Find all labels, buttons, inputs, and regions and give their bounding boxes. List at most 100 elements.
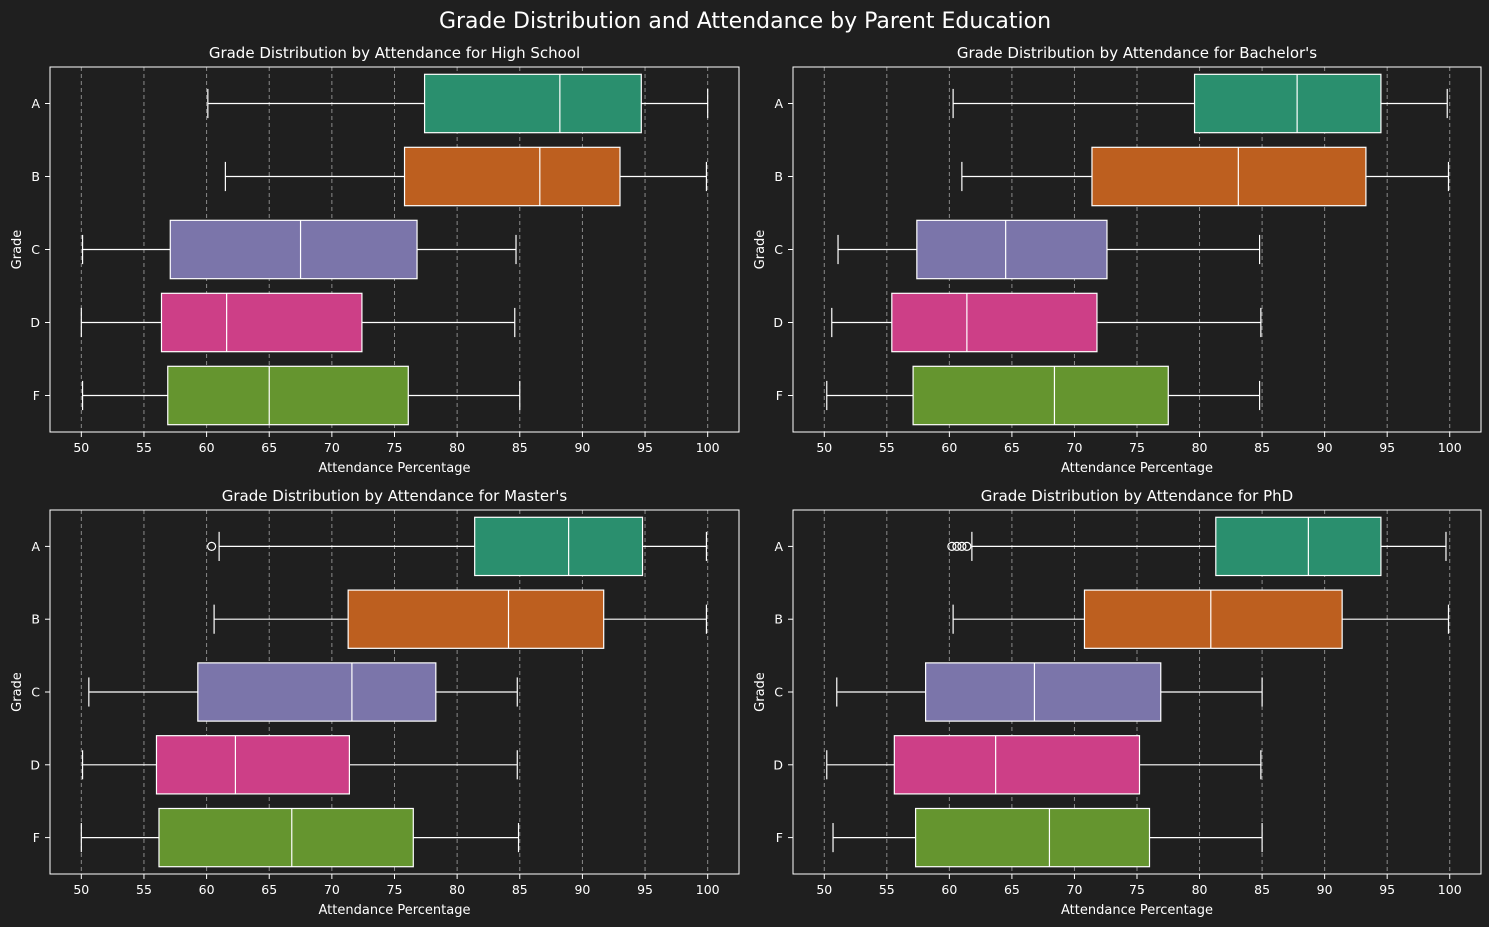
- y-tick-label: A: [31, 96, 40, 111]
- subplot-3: 50 55 60 65 70 75 80 85 90 95 100 A B C D F Grade Distri…: [10, 487, 740, 918]
- box-A: [207, 516, 708, 577]
- iqr-box: [924, 662, 1162, 722]
- iqr-box: [197, 662, 437, 722]
- box-C: [88, 662, 518, 722]
- x-axis-label: Attendance Percentage: [319, 461, 471, 476]
- subplot-1: 50 55 60 65 70 75 80 85 90 95 100 A B C D F Grade Distri…: [10, 44, 740, 476]
- x-tick-label: 100: [696, 440, 720, 455]
- x-tick-label: 55: [879, 440, 895, 455]
- y-tick-label: F: [776, 830, 783, 845]
- x-tick-label: 85: [1254, 882, 1270, 897]
- y-tick-label: F: [33, 388, 40, 403]
- iqr-box: [155, 735, 351, 795]
- x-tick-label: 55: [136, 882, 152, 897]
- x-tick-label: 70: [1067, 440, 1083, 455]
- x-tick-label: 65: [261, 882, 277, 897]
- iqr-box: [1091, 146, 1367, 207]
- box-F: [81, 365, 521, 426]
- y-tick-label: B: [774, 612, 783, 627]
- iqr-box: [347, 589, 605, 649]
- y-tick-label: A: [774, 96, 783, 111]
- iqr-box: [916, 219, 1108, 280]
- x-tick-label: 70: [1067, 882, 1083, 897]
- subplot-2: 50 55 60 65 70 75 80 85 90 95 100 A B C D F Grade Distri…: [753, 44, 1482, 476]
- x-axis-label: Attendance Percentage: [1061, 461, 1213, 476]
- figure-title: Grade Distribution and Attendance by Par…: [439, 9, 1051, 34]
- iqr-box: [912, 365, 1169, 426]
- x-tick-label: 55: [879, 882, 895, 897]
- y-tick-label: D: [30, 315, 40, 330]
- x-tick-label: 80: [449, 882, 465, 897]
- iqr-box: [423, 73, 642, 134]
- x-tick-label: 50: [816, 440, 832, 455]
- x-tick-label: 95: [1379, 440, 1395, 455]
- x-tick-label: 100: [696, 882, 720, 897]
- subplot-4: 50 55 60 65 70 75 80 85 90 95 100 A B C D F Grade Distri…: [753, 487, 1482, 918]
- outlier-point: [952, 541, 962, 552]
- y-tick-label: F: [776, 388, 783, 403]
- x-tick-label: 60: [941, 882, 957, 897]
- x-tick-label: 75: [387, 882, 403, 897]
- x-tick-label: 95: [1379, 882, 1395, 897]
- box-B: [213, 589, 708, 649]
- iqr-box: [403, 146, 621, 207]
- box-A: [947, 516, 1447, 577]
- box-B: [961, 146, 1450, 207]
- box-D: [80, 292, 516, 353]
- box-C: [81, 219, 517, 280]
- x-tick-label: 95: [637, 882, 653, 897]
- y-tick-label: B: [31, 612, 40, 627]
- box-B: [952, 589, 1450, 649]
- x-tick-label: 80: [1192, 440, 1208, 455]
- y-axis-label: Grade: [753, 672, 768, 712]
- box-D: [826, 735, 1262, 795]
- y-tick-label: C: [774, 685, 783, 700]
- x-tick-label: 75: [1129, 440, 1145, 455]
- x-tick-label: 60: [941, 440, 957, 455]
- x-tick-label: 80: [1192, 882, 1208, 897]
- iqr-box: [160, 292, 363, 353]
- x-tick-label: 85: [512, 882, 528, 897]
- box-D: [81, 735, 518, 795]
- iqr-box: [893, 735, 1141, 795]
- y-axis-label: Grade: [753, 230, 768, 270]
- box-B: [224, 146, 708, 207]
- outlier-point: [207, 541, 217, 552]
- box-C: [836, 662, 1263, 722]
- iqr-box: [167, 365, 409, 426]
- box-A: [952, 73, 1448, 134]
- subplot-title: Grade Distribution by Attendance for Bac…: [957, 44, 1317, 62]
- x-tick-label: 75: [387, 440, 403, 455]
- subplot-title: Grade Distribution by Attendance for Hig…: [209, 44, 580, 62]
- x-tick-label: 50: [73, 882, 89, 897]
- box-F: [826, 365, 1261, 426]
- iqr-box: [1193, 73, 1382, 134]
- x-tick-label: 80: [449, 440, 465, 455]
- x-tick-label: 90: [1317, 440, 1333, 455]
- x-tick-label: 65: [261, 440, 277, 455]
- box-C: [837, 219, 1261, 280]
- box-A: [207, 73, 709, 134]
- iqr-box: [158, 807, 414, 868]
- x-tick-label: 100: [1438, 882, 1462, 897]
- x-tick-label: 50: [73, 440, 89, 455]
- x-tick-label: 70: [324, 882, 340, 897]
- y-tick-label: F: [33, 830, 40, 845]
- outlier-point: [957, 541, 967, 552]
- x-tick-label: 75: [1129, 882, 1145, 897]
- box-F: [80, 807, 520, 868]
- y-tick-label: C: [774, 242, 783, 257]
- x-tick-label: 65: [1004, 882, 1020, 897]
- x-tick-label: 65: [1004, 440, 1020, 455]
- iqr-box: [1083, 589, 1343, 649]
- iqr-box: [891, 292, 1098, 353]
- y-axis-label: Grade: [10, 672, 25, 712]
- x-tick-label: 60: [199, 440, 215, 455]
- iqr-box: [474, 516, 644, 577]
- y-tick-label: D: [773, 315, 783, 330]
- x-tick-label: 85: [512, 440, 528, 455]
- x-tick-label: 95: [637, 440, 653, 455]
- box-D: [831, 292, 1262, 353]
- box-F: [832, 807, 1263, 868]
- outlier-point: [962, 541, 972, 552]
